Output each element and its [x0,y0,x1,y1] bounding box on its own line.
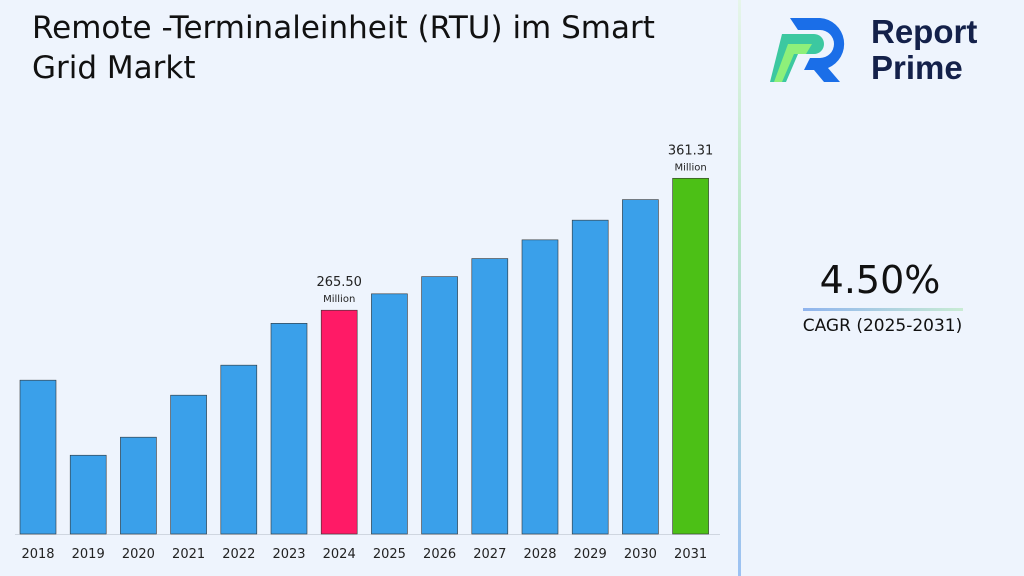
cagr-value: 4.50% [819,258,941,302]
cagr-underline [803,308,963,311]
x-tick-label: 2021 [172,547,205,562]
bar-2028 [521,239,559,535]
data-label-unit: Million [674,162,706,173]
bar-2021 [170,394,207,535]
bar-2020 [120,436,157,535]
bar-2018 [19,379,57,535]
x-tick-label: 2023 [272,547,305,562]
bar-2029 [571,219,609,535]
data-label-value: 265.50 [316,275,362,290]
x-tick-label: 2020 [122,547,155,562]
x-tick-label: 2024 [323,547,356,562]
report-prime-logo-icon [770,18,845,82]
data-label-unit: Million [323,294,355,305]
bar-2030 [622,199,659,535]
bar-2031 [672,177,709,535]
x-tick-label: 2027 [473,547,506,562]
bar-2019 [69,454,107,535]
bar-2026 [421,276,458,535]
x-tick-label: 2031 [674,547,707,562]
x-tick-label: 2019 [72,547,105,562]
bar-2027 [471,258,509,535]
bar-2025 [371,293,408,535]
cagr-label: CAGR (2025-2031) [802,316,963,336]
brand-line-2: Prime [871,49,963,86]
brand-line-1: Report [871,13,978,50]
bar-2024 [320,309,358,535]
brand-name: Report Prime [871,14,977,86]
bar-2022 [220,364,258,535]
divider [738,0,741,576]
x-tick-label: 2018 [21,547,54,562]
x-tick-label: 2028 [523,547,556,562]
x-tick-label: 2026 [423,547,456,562]
x-tick-label: 2029 [574,547,607,562]
x-tick-label: 2022 [222,547,255,562]
data-label-value: 361.31 [668,143,714,158]
x-tick-label: 2030 [624,547,657,562]
x-tick-label: 2025 [373,547,406,562]
bar-2023 [270,323,308,535]
page-title: Remote -Terminaleinheit (RTU) im Smart G… [32,10,655,86]
bar-chart: 2018 2019 2020 2021 2022 2023 2024 2025 2026 2027… [15,143,720,562]
